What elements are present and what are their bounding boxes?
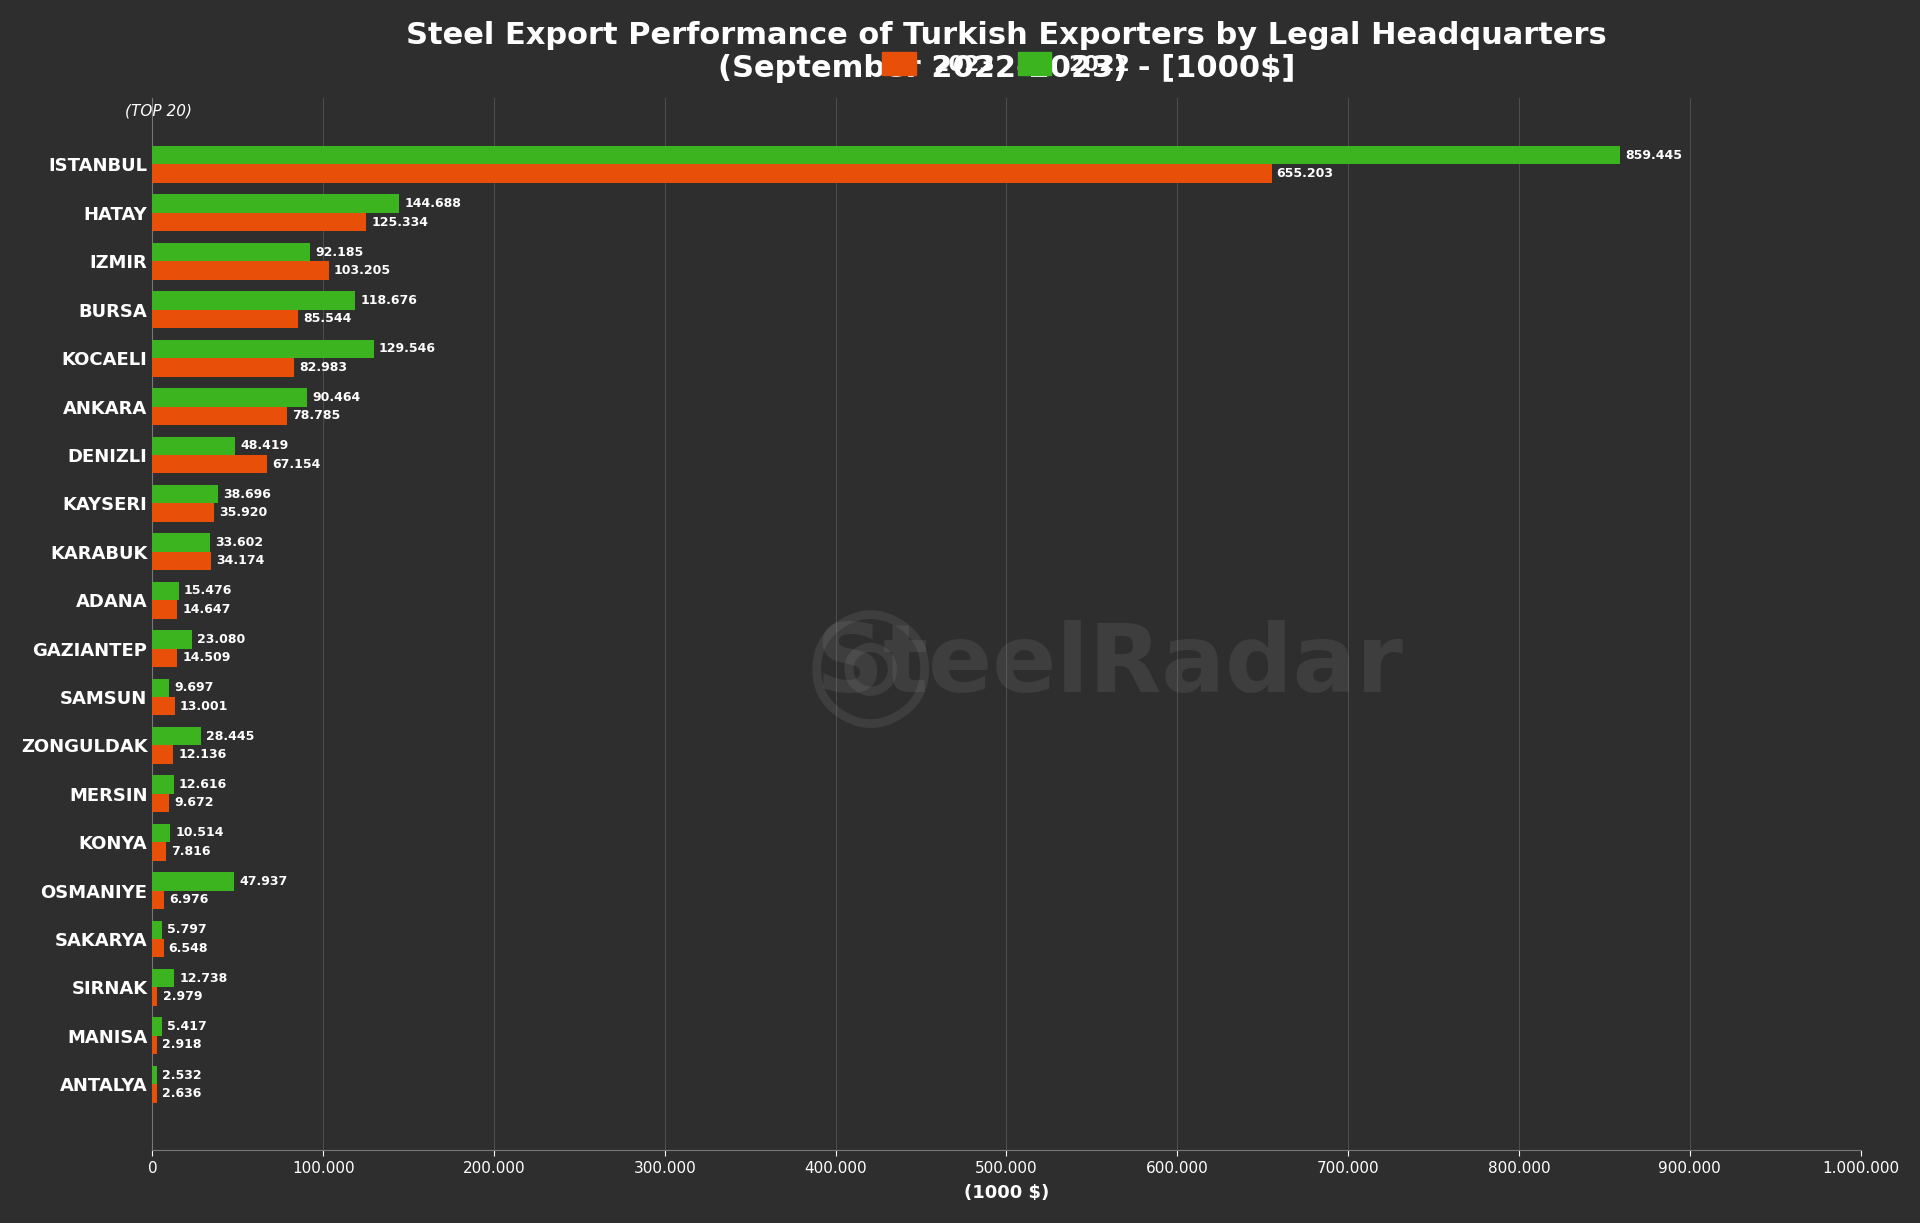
Text: 2.918: 2.918 xyxy=(163,1038,202,1052)
Bar xyxy=(152,939,163,958)
Text: 103.205: 103.205 xyxy=(334,264,392,276)
Text: 6.976: 6.976 xyxy=(169,893,209,906)
Text: 2.636: 2.636 xyxy=(161,1087,202,1099)
Text: 13.001: 13.001 xyxy=(180,700,228,713)
Bar xyxy=(152,1036,157,1054)
Bar xyxy=(152,630,192,648)
Bar xyxy=(152,648,177,667)
Text: 144.688: 144.688 xyxy=(405,197,461,210)
Bar xyxy=(152,164,1271,183)
Bar xyxy=(152,388,307,406)
Text: 118.676: 118.676 xyxy=(361,294,417,307)
Bar xyxy=(152,455,267,473)
Text: 82.983: 82.983 xyxy=(300,361,348,374)
Text: 5.417: 5.417 xyxy=(167,1020,207,1033)
Text: 14.509: 14.509 xyxy=(182,651,230,664)
Bar xyxy=(152,890,165,909)
Bar xyxy=(152,504,213,522)
Bar xyxy=(152,745,173,763)
Bar xyxy=(152,600,177,619)
Text: ◎: ◎ xyxy=(803,592,937,741)
Text: 859.445: 859.445 xyxy=(1626,149,1682,161)
Text: 12.616: 12.616 xyxy=(179,778,227,791)
Text: 2.532: 2.532 xyxy=(161,1069,202,1081)
Bar xyxy=(152,969,175,987)
Text: 655.203: 655.203 xyxy=(1277,168,1334,180)
Bar xyxy=(152,679,169,697)
Text: 9.697: 9.697 xyxy=(175,681,213,695)
Bar xyxy=(152,1018,161,1036)
Text: 85.544: 85.544 xyxy=(303,312,351,325)
Bar xyxy=(152,437,234,455)
Text: 35.920: 35.920 xyxy=(219,506,267,519)
Bar xyxy=(152,243,309,262)
Bar xyxy=(152,262,328,280)
Text: 15.476: 15.476 xyxy=(184,585,232,598)
Text: 5.797: 5.797 xyxy=(167,923,207,937)
Legend: 2023, 2022: 2023, 2022 xyxy=(872,42,1142,86)
Text: 12.738: 12.738 xyxy=(179,972,227,985)
Text: 92.185: 92.185 xyxy=(315,246,363,258)
X-axis label: (1000 $): (1000 $) xyxy=(964,1184,1048,1202)
Text: 33.602: 33.602 xyxy=(215,536,263,549)
Bar xyxy=(152,1065,157,1085)
Bar xyxy=(152,146,1620,164)
Bar xyxy=(152,775,175,794)
Bar xyxy=(152,582,179,600)
Text: 6.548: 6.548 xyxy=(169,942,207,955)
Text: 67.154: 67.154 xyxy=(273,457,321,471)
Text: 9.672: 9.672 xyxy=(175,796,213,810)
Text: (TOP 20): (TOP 20) xyxy=(125,104,192,119)
Text: 2.979: 2.979 xyxy=(163,991,202,1003)
Text: 12.136: 12.136 xyxy=(179,748,227,761)
Bar xyxy=(152,194,399,213)
Text: SteelRadar: SteelRadar xyxy=(814,620,1404,713)
Text: 14.647: 14.647 xyxy=(182,603,230,616)
Title: Steel Export Performance of Turkish Exporters by Legal Headquarters
(September 2: Steel Export Performance of Turkish Expo… xyxy=(407,21,1607,83)
Bar xyxy=(152,358,294,377)
Text: 47.937: 47.937 xyxy=(240,874,288,888)
Bar xyxy=(152,340,374,358)
Bar xyxy=(152,987,157,1005)
Text: 34.174: 34.174 xyxy=(215,554,265,567)
Bar xyxy=(152,406,286,424)
Text: 7.816: 7.816 xyxy=(171,845,211,857)
Text: 90.464: 90.464 xyxy=(311,391,361,404)
Bar xyxy=(152,921,161,939)
Bar xyxy=(152,1085,157,1103)
Bar xyxy=(152,726,202,745)
Bar xyxy=(152,291,355,309)
Bar xyxy=(152,824,171,843)
Bar xyxy=(152,486,219,504)
Bar xyxy=(152,309,298,328)
Bar xyxy=(152,794,169,812)
Text: 78.785: 78.785 xyxy=(292,410,340,422)
Bar xyxy=(152,533,209,552)
Bar xyxy=(152,552,211,570)
Text: 10.514: 10.514 xyxy=(175,827,225,839)
Text: 129.546: 129.546 xyxy=(378,342,436,356)
Text: 125.334: 125.334 xyxy=(372,215,428,229)
Bar xyxy=(152,843,165,861)
Bar xyxy=(152,872,234,890)
Bar xyxy=(152,213,367,231)
Text: 38.696: 38.696 xyxy=(223,488,271,500)
Text: 23.080: 23.080 xyxy=(198,632,246,646)
Bar xyxy=(152,697,175,715)
Text: 28.445: 28.445 xyxy=(205,730,255,742)
Text: 48.419: 48.419 xyxy=(240,439,288,453)
